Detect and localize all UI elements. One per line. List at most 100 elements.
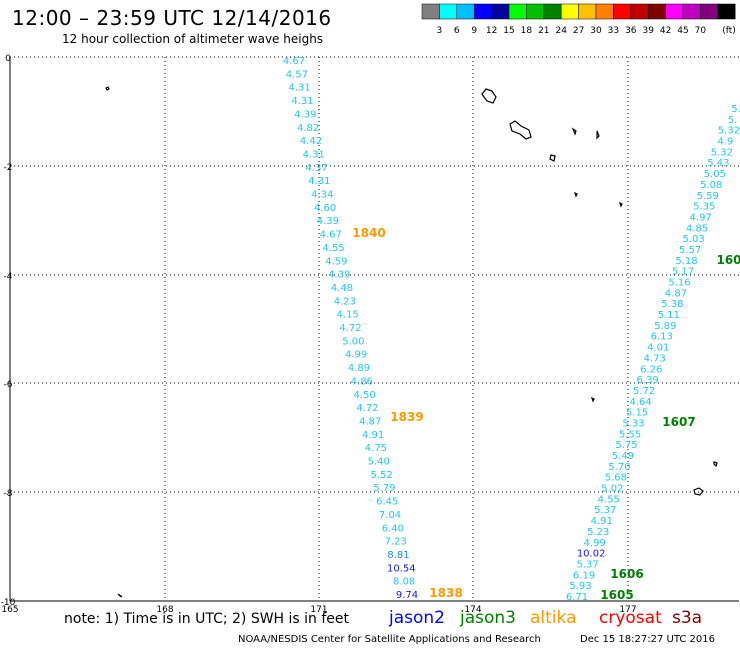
island-outline [596, 130, 600, 140]
legend-label: 18 [521, 26, 533, 36]
pass-time-label: 1607 [662, 415, 695, 429]
island-outline [509, 120, 532, 140]
wave-height-value: 5.40 [368, 457, 390, 468]
island-outline [590, 396, 595, 403]
wave-height-value: 5. [728, 115, 738, 126]
wave-height-value: 4.23 [334, 296, 356, 307]
island-outline [571, 127, 577, 136]
legend-jason3: jason3 [460, 608, 516, 628]
color-legend: 3 6 9 12 15 18 21 24 27 30 33 36 39 42 45 70 (ft) [421, 3, 736, 36]
island-outline [618, 201, 623, 208]
y-tick-label: -8 [4, 489, 13, 499]
legend-label: 6 [454, 26, 460, 36]
altimeter-tracks: 4.67 4.57 4.31 4.31 4.39 4.82 4.42 4.31 4.37 4.31… [283, 56, 740, 603]
legend-label: 27 [573, 26, 584, 36]
wave-height-value: 5.08 [700, 180, 722, 191]
wave-height-value: 5.16 [668, 278, 690, 289]
legend-label: 30 [590, 26, 602, 36]
legend-swatch [682, 3, 701, 20]
wave-height-value: 4.9 [717, 137, 733, 148]
legend-label: 33 [608, 26, 619, 36]
pass-time-labels: 1840 1839 1838 160 1607 1606 1605 [352, 226, 740, 602]
wave-height-value: 4.39 [328, 270, 350, 281]
wave-height-value: 4.72 [356, 403, 378, 414]
wave-height-value: 4.15 [337, 310, 359, 321]
legend-swatch [630, 3, 649, 20]
wave-height-value: 4.82 [297, 123, 319, 134]
y-tick-label: -10 [1, 598, 16, 608]
pass-time-label: 1605 [600, 588, 633, 602]
legend-label: 45 [677, 26, 688, 36]
pass-time-label: 1606 [610, 567, 643, 581]
wave-height-value: 4.91 [591, 516, 613, 527]
x-tick-label: 171 [310, 605, 327, 615]
wave-height-value: 4.50 [353, 390, 375, 401]
legend-swatch [560, 3, 579, 20]
legend-swatch [717, 3, 736, 20]
legend-swatch [647, 3, 666, 20]
wave-height-value: 5.05 [704, 169, 726, 180]
legend-label: 36 [625, 26, 637, 36]
legend-swatch [543, 3, 562, 20]
legend-label: 39 [642, 26, 654, 36]
wave-height-value: 5.17 [672, 267, 694, 278]
wave-height-value: 4.31 [303, 149, 325, 160]
x-tick-label: 168 [156, 605, 173, 615]
wave-height-value: 4.31 [291, 96, 313, 107]
legend-label: 9 [471, 26, 477, 36]
wave-height-value: 5.32 [718, 126, 740, 137]
credit-line: NOAA/NESDIS Center for Satellite Applica… [238, 634, 541, 645]
generated-timestamp: Dec 15 18:27:27 UTC 2016 [580, 634, 715, 645]
island-outline [481, 88, 497, 104]
wave-height-value: 5.70 [608, 462, 630, 473]
legend-swatch [526, 3, 545, 20]
wave-height-value: 5.75 [615, 440, 637, 451]
y-tick-label: -4 [4, 272, 13, 282]
legend-swatch [595, 3, 614, 20]
legend-swatch [491, 3, 510, 20]
wave-height-value: 4.39 [294, 109, 316, 120]
wave-height-value: 6.45 [376, 497, 398, 508]
wave-height-value: 4.99 [584, 538, 606, 549]
legend-label: 3 [437, 26, 443, 36]
wave-height-value: 5.11 [658, 310, 680, 321]
island-outline [573, 191, 578, 198]
island-outline [693, 487, 704, 496]
legend-swatch [578, 3, 597, 20]
wave-height-value: 5.35 [693, 202, 715, 213]
map-subtitle: 12 hour collection of altimeter wave hei… [62, 32, 324, 46]
wave-height-value: 5.32 [711, 147, 733, 158]
wave-height-value: 5.23 [587, 527, 609, 538]
wave-height-value: 5.38 [661, 299, 683, 310]
wave-height-value: 4.39 [317, 216, 339, 227]
wave-height-value: 4.67 [283, 56, 305, 67]
wave-height-value: 4.87 [359, 416, 381, 427]
wave-height-value: 4.72 [339, 323, 361, 334]
wave-height-value: 5.18 [675, 256, 697, 267]
wave-height-value: 5.00 [342, 336, 364, 347]
wave-height-value: 4.75 [365, 443, 387, 454]
wave-height-value: 5.59 [697, 191, 719, 202]
wave-height-value: 6.19 [573, 570, 595, 581]
legend-swatch [473, 3, 492, 20]
pass-time-label: 1838 [429, 586, 462, 600]
wave-height-value: 4.31 [308, 176, 330, 187]
wave-height-value: 5.03 [682, 234, 704, 245]
wave-height-value: 6.40 [382, 523, 404, 534]
y-tick-label: -2 [4, 163, 13, 173]
wave-height-value: 4.87 [665, 288, 687, 299]
wave-height-value: 4.37 [305, 163, 327, 174]
wave-height-value: 4.67 [320, 230, 342, 241]
legend-swatch [439, 3, 458, 20]
legend-swatch [665, 3, 684, 20]
wave-height-value: 5.55 [619, 429, 641, 440]
wave-height-value: 5.49 [612, 451, 634, 462]
wave-height-value: 5.15 [626, 408, 648, 419]
legend-unit: (ft) [722, 26, 736, 36]
wave-height-value: 9.74 [396, 590, 418, 601]
wave-height-value: 4.89 [348, 363, 370, 374]
wave-height-value: 10.54 [387, 563, 416, 574]
wave-height-value: 4.42 [300, 136, 322, 147]
x-tick-label: 177 [619, 605, 636, 615]
